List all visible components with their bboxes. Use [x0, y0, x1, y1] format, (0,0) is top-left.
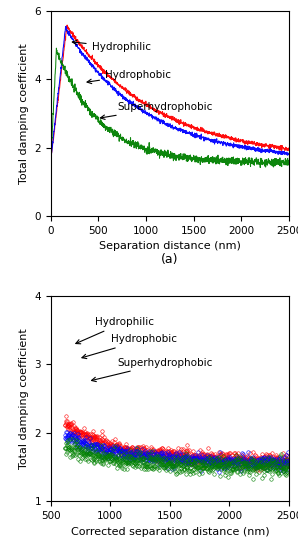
Text: Hydrophilic: Hydrophilic: [72, 40, 151, 52]
Text: (a): (a): [161, 253, 179, 266]
Text: Superhydrophobic: Superhydrophobic: [91, 358, 213, 382]
Y-axis label: Total damping coefficient: Total damping coefficient: [19, 43, 29, 184]
Text: Hydrophilic: Hydrophilic: [76, 317, 154, 344]
Y-axis label: Total damping coefficient: Total damping coefficient: [19, 328, 29, 469]
X-axis label: Corrected separation distance (nm): Corrected separation distance (nm): [71, 527, 269, 536]
Text: Hydrophobic: Hydrophobic: [87, 70, 171, 84]
Text: Superhydrophobic: Superhydrophobic: [100, 102, 213, 120]
X-axis label: Separation distance (nm): Separation distance (nm): [99, 241, 241, 252]
Text: Hydrophobic: Hydrophobic: [82, 334, 177, 358]
